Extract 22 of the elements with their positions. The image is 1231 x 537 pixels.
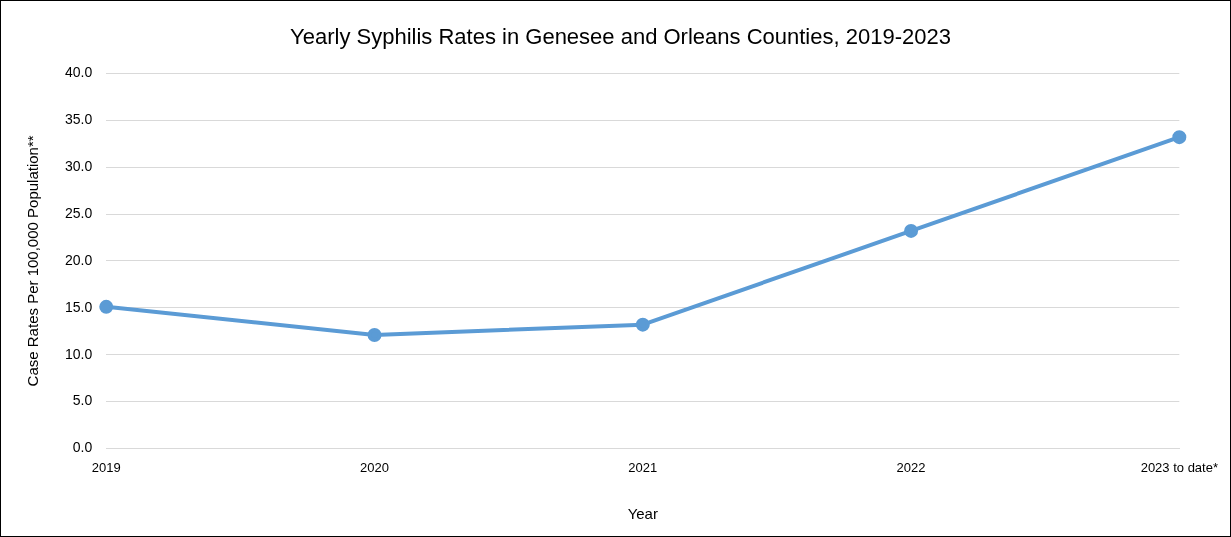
x-axis-title: Year — [627, 505, 658, 523]
y-tick-label: 20.0 — [65, 251, 93, 268]
x-tick-label: 2022 — [896, 459, 926, 475]
point — [635, 317, 650, 332]
y-tick-label: 15.0 — [65, 298, 93, 315]
y-tick-label: 10.0 — [65, 345, 93, 362]
y-axis-title: Case Rates Per 100,000 Population** — [24, 135, 42, 387]
y-tick-label: 30.0 — [65, 158, 93, 175]
y-tick-label: 25.0 — [65, 204, 93, 221]
x-tick-label: 2019 — [91, 459, 121, 475]
point — [1172, 130, 1187, 145]
y-tick-label: 5.0 — [72, 392, 93, 409]
y-tick-label: 0.0 — [72, 439, 93, 456]
x-tick-label: 2020 — [360, 459, 389, 475]
point — [904, 223, 919, 238]
y-tick-label: 35.0 — [65, 111, 93, 128]
y-tick-label: 40.0 — [65, 64, 93, 81]
point — [99, 299, 114, 314]
x-tick-label: 2021 — [628, 459, 658, 475]
point — [367, 327, 382, 342]
chart-title: Yearly Syphilis Rates in Genesee and Orleans Counties, 2019-2023 — [290, 24, 951, 50]
x-tick-label: 2023 to date* — [1140, 459, 1219, 475]
